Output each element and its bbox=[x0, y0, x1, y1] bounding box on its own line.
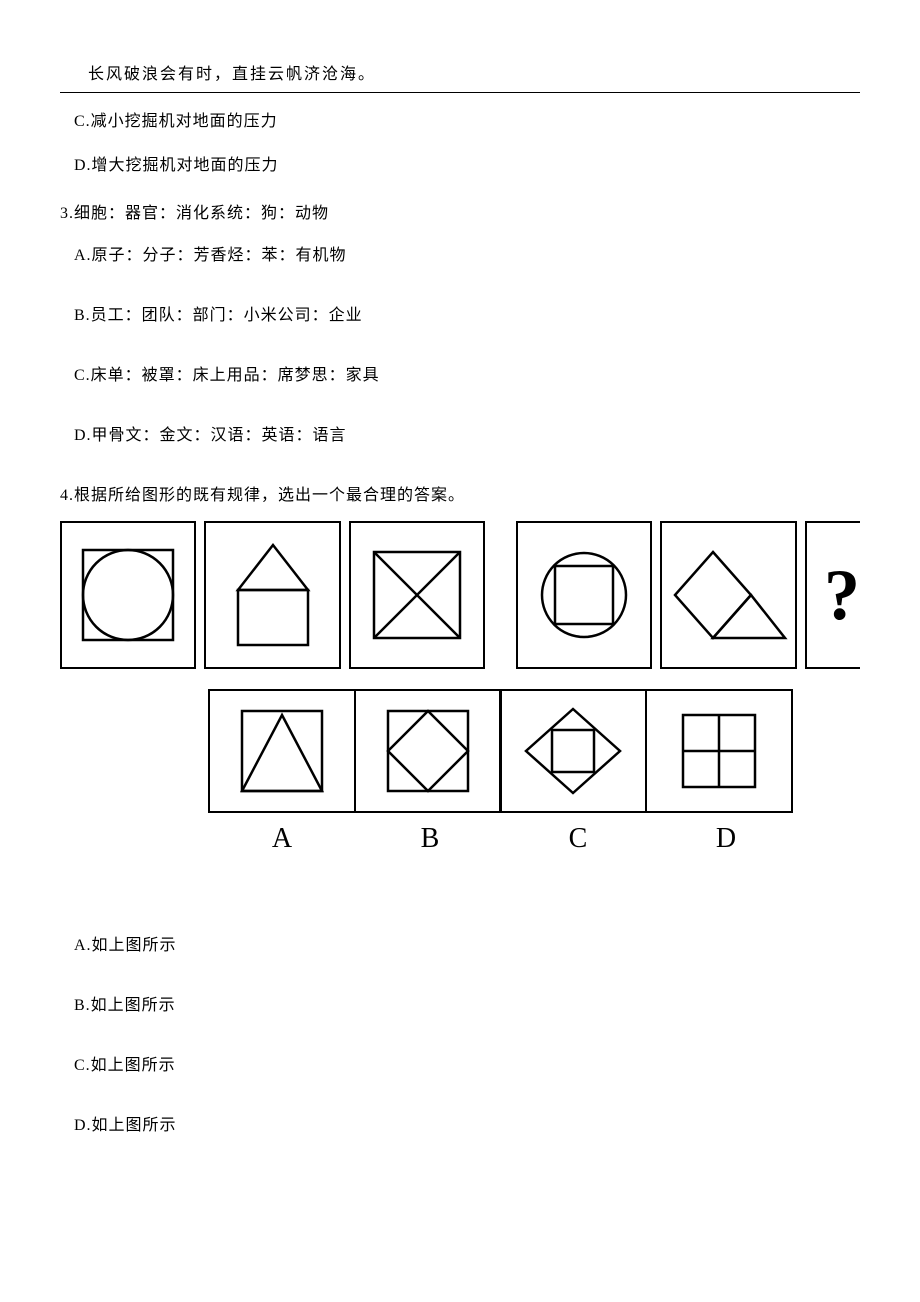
header-quote: 长风破浪会有时，直挂云帆济沧海。 bbox=[88, 60, 860, 84]
figure-house bbox=[204, 521, 340, 669]
q2-option-d: D.增大挖掘机对地面的压力 bbox=[74, 151, 860, 175]
answer-label-a: A bbox=[208, 823, 356, 855]
figure-question: ? bbox=[805, 521, 860, 669]
answer-label-c: C bbox=[504, 823, 652, 855]
figure-diamond-triangle bbox=[660, 521, 796, 669]
answer-label-b: B bbox=[356, 823, 504, 855]
answer-d-figure bbox=[645, 689, 793, 813]
q4-option-d: D.如上图所示 bbox=[74, 1111, 860, 1135]
q3-option-d: D.甲骨文：金文：汉语：英语：语言 bbox=[74, 421, 860, 445]
q3-stem: 3.细胞：器官：消化系统：狗：动物 bbox=[60, 199, 860, 223]
q3-option-a: A.原子：分子：芳香烃：苯：有机物 bbox=[74, 241, 860, 265]
answer-label-d: D bbox=[652, 823, 800, 855]
q4-option-b: B.如上图所示 bbox=[74, 991, 860, 1015]
q3-option-c: C.床单：被罩：床上用品：席梦思：家具 bbox=[74, 361, 860, 385]
q4-stem: 4.根据所给图形的既有规律，选出一个最合理的答案。 bbox=[60, 481, 860, 505]
answer-a-figure bbox=[208, 689, 356, 813]
figure-circle-square bbox=[516, 521, 652, 669]
header-divider bbox=[60, 92, 860, 93]
figure-square-circle bbox=[60, 521, 196, 669]
q3-option-b: B.员工：团队：部门：小米公司：企业 bbox=[74, 301, 860, 325]
q2-option-c: C.减小挖掘机对地面的压力 bbox=[74, 107, 860, 131]
question-mark-icon: ? bbox=[824, 554, 860, 637]
q4-answer-labels: A B C D bbox=[208, 823, 860, 855]
answer-b-figure bbox=[354, 689, 502, 813]
figure-square-x bbox=[349, 521, 485, 669]
q4-option-a: A.如上图所示 bbox=[74, 931, 860, 955]
q4-answer-row bbox=[208, 689, 860, 813]
answer-c-figure bbox=[499, 689, 647, 813]
q4-figure-row: ? bbox=[60, 521, 860, 669]
q4-option-c: C.如上图所示 bbox=[74, 1051, 860, 1075]
